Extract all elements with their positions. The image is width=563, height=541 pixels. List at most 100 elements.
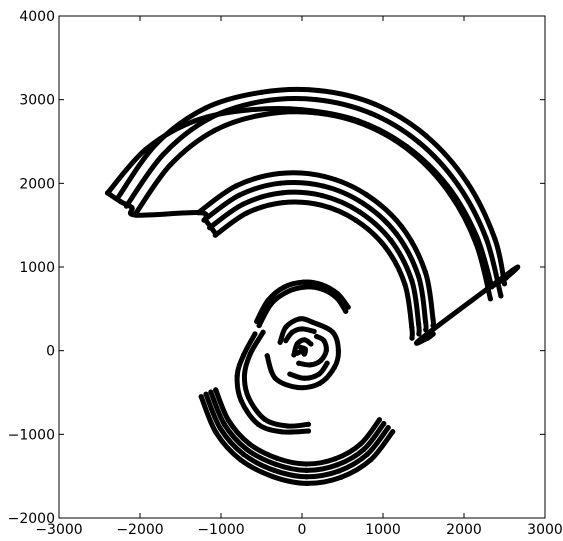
data-point-s2-p5 xyxy=(367,110,374,116)
data-point-s10-p7 xyxy=(390,429,396,435)
data-point-s12-p2 xyxy=(243,446,249,452)
data-point-s3-p3 xyxy=(261,111,267,118)
x-tick-label: −1000 xyxy=(197,522,244,536)
data-point-s22-p3 xyxy=(302,346,308,352)
data-point-s1-p2 xyxy=(203,105,209,111)
data-point-s12-p7 xyxy=(381,421,387,427)
data-point-s20-p3 xyxy=(308,341,314,347)
data-point-s7-p8 xyxy=(409,335,415,341)
data-point-s9-p5 xyxy=(424,335,431,341)
data-point-s23-p2 xyxy=(316,371,322,377)
data-point-s17-p0 xyxy=(260,329,266,335)
series-1-line xyxy=(114,86,507,287)
data-point-s20-p1 xyxy=(294,341,300,347)
data-point-s1-p1 xyxy=(153,141,159,147)
data-point-s5-p5 xyxy=(393,231,399,237)
data-point-s5-p2 xyxy=(277,180,284,186)
data-point-s22-p4 xyxy=(297,344,303,350)
series-3-line xyxy=(133,109,493,302)
data-point-s3-p1 xyxy=(167,162,173,168)
data-point-s16-p1 xyxy=(241,352,247,358)
data-point-s21-p5 xyxy=(313,333,320,340)
data-point-s15-p6 xyxy=(343,308,349,314)
data-point-s7-p2 xyxy=(280,199,286,206)
data-point-s2-p7 xyxy=(455,182,461,188)
data-point-s18-p2 xyxy=(296,316,303,322)
data-point-s6-p6 xyxy=(409,277,415,283)
data-point-s6-p8 xyxy=(416,331,422,337)
data-point-s9-p4 xyxy=(419,335,425,341)
data-point-s4-p2 xyxy=(276,170,282,177)
data-point-s19-p3 xyxy=(311,328,317,335)
data-point-s6-p5 xyxy=(388,237,394,243)
data-point-s7-p6 xyxy=(402,281,408,288)
data-point-s18-p4 xyxy=(330,329,336,335)
data-point-s9-p0 xyxy=(489,284,495,290)
data-point-s5-p3 xyxy=(320,183,326,189)
data-point-s17-p5 xyxy=(284,423,291,429)
plot-area xyxy=(105,86,521,486)
data-point-s8-p5 xyxy=(203,217,209,223)
data-point-s14-p2 xyxy=(281,284,287,290)
data-point-s4-p4 xyxy=(363,192,369,198)
data-point-s12-p5 xyxy=(334,462,340,468)
y-tick-label: −2000 xyxy=(8,511,55,527)
data-point-s2-p9 xyxy=(498,293,504,299)
data-point-s3-p2 xyxy=(211,128,217,134)
data-point-s14-p3 xyxy=(301,279,307,285)
data-point-s0-p3 xyxy=(245,107,251,113)
data-point-s10-p2 xyxy=(237,457,244,463)
data-point-s21-p3 xyxy=(323,348,329,354)
data-point-s22-p0 xyxy=(294,350,300,356)
data-point-s21-p2 xyxy=(318,358,324,364)
data-point-s5-p6 xyxy=(415,273,421,279)
data-point-s13-p5 xyxy=(332,456,338,462)
series-2-line xyxy=(123,95,504,299)
data-point-s8-p2 xyxy=(129,204,135,211)
data-point-s8-p0 xyxy=(105,190,111,196)
data-point-s2-p3 xyxy=(258,98,265,105)
data-point-s16-p6 xyxy=(305,428,312,434)
data-point-s23-p3 xyxy=(324,360,330,366)
data-point-s19-p0 xyxy=(283,338,289,344)
data-point-s0-p2 xyxy=(191,118,198,124)
data-point-s12-p1 xyxy=(221,421,228,428)
data-point-s6-p4 xyxy=(356,209,362,215)
data-point-s14-p1 xyxy=(265,297,271,304)
data-point-s14-p4 xyxy=(318,281,325,288)
y-tick-label: 1000 xyxy=(19,260,55,276)
data-point-s16-p0 xyxy=(252,331,258,337)
data-point-s4-p1 xyxy=(233,183,239,189)
data-point-s12-p6 xyxy=(361,446,367,452)
data-point-s9-p2 xyxy=(503,275,509,281)
data-point-s9-p3 xyxy=(509,267,516,273)
y-tick-label: 3000 xyxy=(19,93,55,109)
data-point-s9-p1 xyxy=(497,278,504,284)
data-point-s10-p4 xyxy=(304,480,310,486)
data-point-s8-p3 xyxy=(133,212,139,218)
data-point-s5-p1 xyxy=(237,192,243,198)
data-point-s1-p5 xyxy=(372,101,378,107)
data-point-s8-p7 xyxy=(213,231,219,237)
data-point-s1-p7 xyxy=(464,179,470,186)
data-point-s22-p2 xyxy=(301,351,308,357)
data-point-s17-p2 xyxy=(241,372,248,378)
data-point-s2-p2 xyxy=(206,115,212,122)
data-point-s18-p1 xyxy=(283,324,289,330)
series-23-line xyxy=(287,360,330,381)
series-11-line xyxy=(203,391,391,480)
data-point-s7-p4 xyxy=(353,217,359,223)
data-point-s19-p1 xyxy=(289,329,295,335)
data-point-s6-p3 xyxy=(319,192,325,199)
y-tick-label: −1000 xyxy=(8,427,55,443)
y-tick-label: 0 xyxy=(46,344,55,360)
series-20-line xyxy=(291,337,314,358)
x-tick-label: −2000 xyxy=(116,522,163,536)
x-tick-label: 0 xyxy=(298,522,307,536)
x-tick-label: −3000 xyxy=(35,522,82,536)
data-point-s12-p4 xyxy=(303,467,310,473)
data-point-s4-p5 xyxy=(399,224,405,230)
data-point-s18-p5 xyxy=(335,348,342,354)
